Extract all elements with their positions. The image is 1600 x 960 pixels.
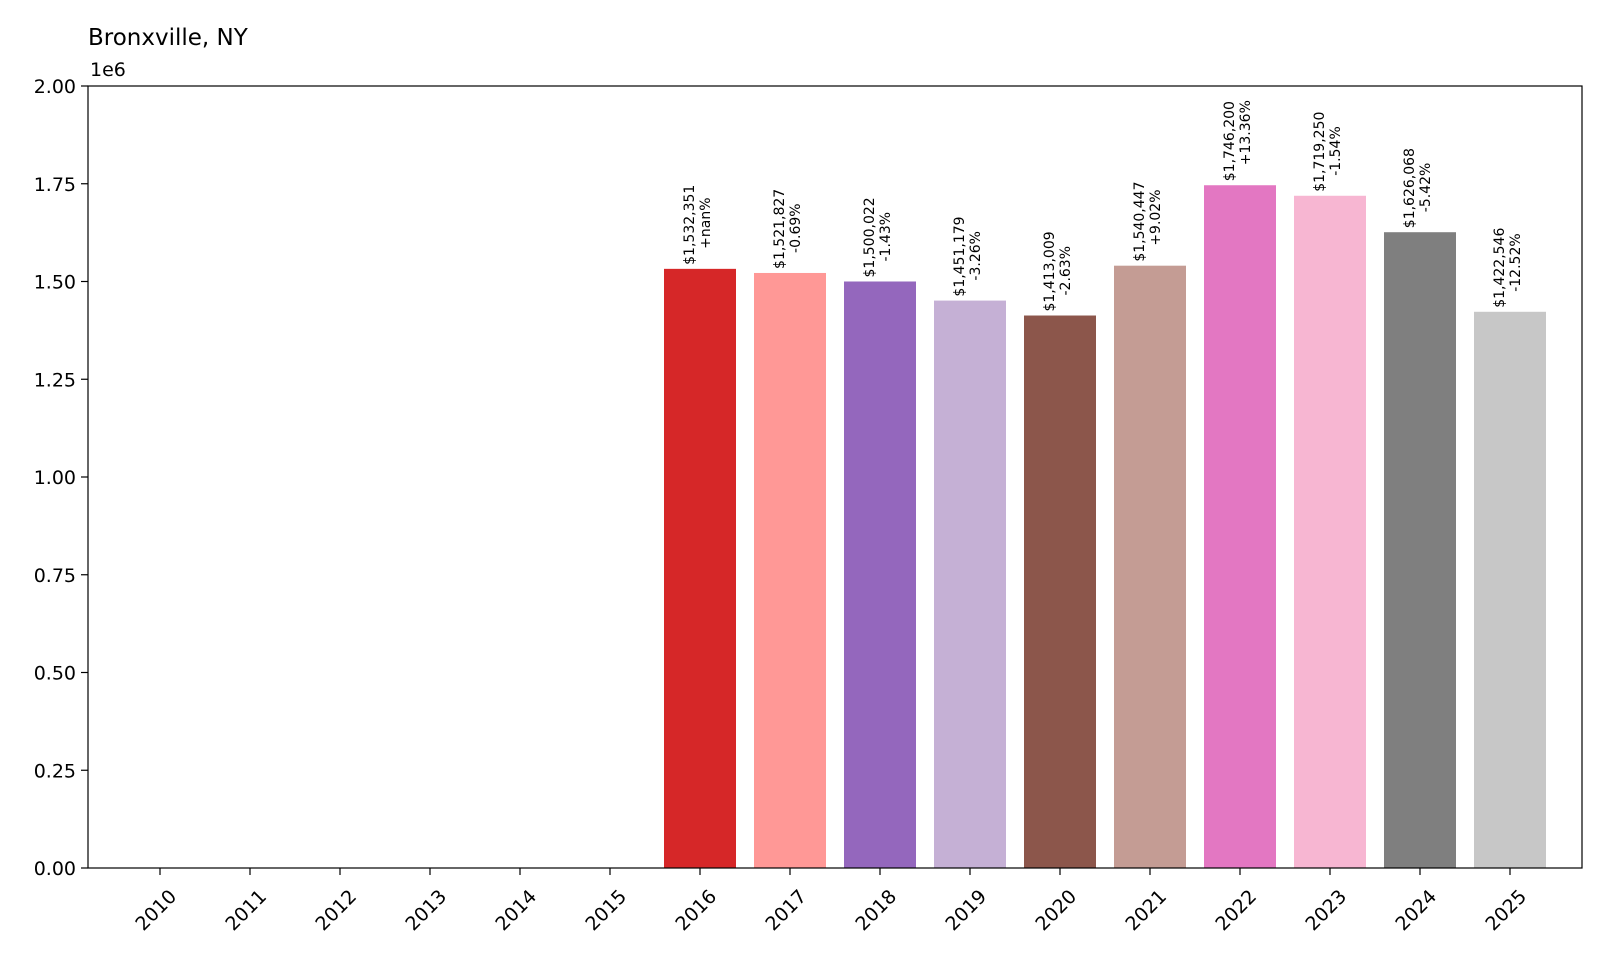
x-tick-label: 2024 [1391,886,1441,936]
plot-frame [87,85,1583,869]
bar-2019 [934,300,1006,869]
y-tick-label: 0.75 [34,565,76,587]
bar-change-label: -3.26% [968,231,984,281]
bar-change-label: -1.43% [878,212,894,262]
x-tick-label: 2025 [1481,886,1531,936]
bar-2025 [1474,311,1546,868]
bar-value-label: $1,451,179 [952,216,968,296]
bar-value-label: $1,626,068 [1402,148,1418,228]
x-tick-label: 2012 [311,886,361,936]
bar-2021 [1114,265,1186,869]
x-tick-label: 2021 [1121,886,1171,936]
bar-value-label: $1,719,250 [1312,112,1328,192]
y-axis-offset-label: 1e6 [90,59,126,81]
x-tick-label: 2016 [671,886,721,936]
bar-2022 [1204,185,1276,869]
bar-change-label: -12.52% [1508,233,1524,291]
x-tick-label: 2019 [941,886,991,936]
x-tick-label: 2011 [221,886,271,936]
bar-value-label: $1,500,022 [862,197,878,277]
x-tick-label: 2018 [851,886,901,936]
x-tick-label: 2014 [491,886,541,936]
x-tick-label: 2013 [401,886,451,936]
bar-change-label: +nan% [698,197,714,248]
y-tick-label: 1.75 [34,174,76,196]
x-tick-label: 2010 [131,886,181,936]
bar-value-label: $1,746,200 [1222,101,1238,181]
y-tick-label: 1.00 [34,467,76,489]
x-axis: 2010 2011 2012 2013 2014 2015 2016 2017 2018 2019… [131,868,1531,935]
x-tick-label: 2023 [1301,886,1351,936]
bar-labels: $1,532,351 +nan% $1,521,827 -0.69% $1,500,02… [682,100,1524,311]
y-tick-label: 2.00 [34,76,76,98]
y-tick-label: 0.25 [34,760,76,782]
bar-value-label: $1,422,546 [1492,228,1508,308]
x-tick-label: 2015 [581,886,631,936]
bar-2016 [664,268,736,868]
bar-change-label: -2.63% [1058,246,1074,296]
y-tick-label: 1.50 [34,272,76,294]
bars [664,185,1546,869]
bar-2018 [844,281,916,868]
bar-change-label: +13.36% [1238,100,1254,165]
bar-value-label: $1,532,351 [682,185,698,265]
bar-2024 [1384,232,1456,869]
bar-2020 [1024,315,1096,868]
chart-title: Bronxville, NY [88,25,249,51]
bar-value-label: $1,413,009 [1042,231,1058,311]
bar-change-label: -1.54% [1328,126,1344,176]
bar-change-label: +9.02% [1148,189,1164,245]
bar-change-label: -5.42% [1418,163,1434,213]
bar-2017 [754,272,826,868]
bar-change-label: -0.69% [788,203,804,253]
x-tick-label: 2020 [1031,886,1081,936]
y-axis: 0.00 0.25 0.50 0.75 1.00 1.25 1.50 1.75 2.00 [34,76,88,880]
y-tick-label: 0.00 [34,858,76,880]
bar-value-label: $1,540,447 [1132,182,1148,262]
bar-value-label: $1,521,827 [772,189,788,269]
x-tick-label: 2017 [761,886,811,936]
y-tick-label: 1.25 [34,369,76,391]
y-tick-label: 0.50 [34,663,76,685]
x-tick-label: 2022 [1211,886,1261,936]
bar-2023 [1294,195,1366,868]
